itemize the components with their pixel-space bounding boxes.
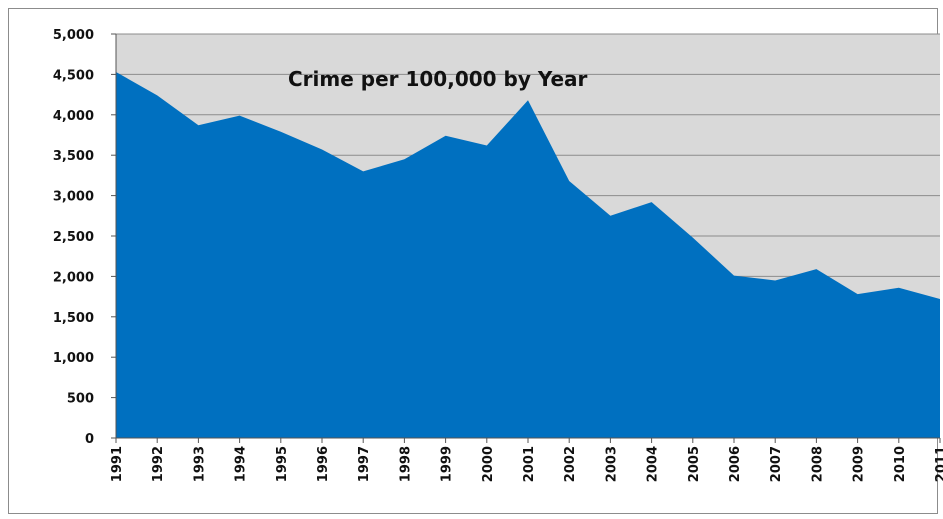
y-tick-label: 3,500 bbox=[53, 149, 94, 164]
x-tick-label: 2005 bbox=[687, 446, 702, 482]
x-tick-label: 1992 bbox=[151, 446, 166, 482]
x-tick-label: 2002 bbox=[563, 446, 578, 482]
x-axis-ticks: 1991 1992 1993 1994 1995 1996 1997 1998 1999 2000… bbox=[110, 438, 943, 482]
y-axis-ticks: 0 500 1,000 1,500 2,000 2,500 3,000 3,500 4,000 4… bbox=[53, 28, 116, 447]
y-tick-label: 2,000 bbox=[53, 270, 94, 285]
x-tick-label: 2000 bbox=[481, 446, 496, 482]
x-tick-label: 2010 bbox=[893, 446, 908, 482]
y-tick-label: 4,500 bbox=[53, 68, 94, 83]
x-tick-label: 1999 bbox=[440, 446, 455, 482]
x-tick-label: 1994 bbox=[234, 446, 249, 482]
chart-title: Crime per 100,000 by Year bbox=[288, 67, 588, 91]
x-tick-label: 2006 bbox=[728, 446, 743, 482]
y-tick-label: 5,000 bbox=[53, 28, 94, 43]
x-tick-label: 1991 bbox=[110, 446, 125, 482]
area-series bbox=[116, 71, 940, 438]
y-tick-label: 500 bbox=[67, 392, 94, 407]
y-tick-label: 1,000 bbox=[53, 351, 94, 366]
x-tick-label: 2007 bbox=[769, 446, 784, 482]
x-tick-label: 2004 bbox=[646, 446, 661, 482]
x-tick-label: 2008 bbox=[810, 446, 825, 482]
x-tick-label: 2001 bbox=[522, 446, 537, 482]
x-tick-label: 2011 bbox=[934, 446, 943, 482]
y-tick-label: 1,500 bbox=[53, 311, 94, 326]
y-tick-label: 0 bbox=[85, 432, 94, 447]
x-tick-label: 2009 bbox=[852, 446, 867, 482]
x-tick-label: 1997 bbox=[357, 446, 372, 482]
y-tick-label: 2,500 bbox=[53, 230, 94, 245]
y-tick-label: 3,000 bbox=[53, 190, 94, 205]
x-tick-label: 1996 bbox=[316, 446, 331, 482]
x-tick-label: 2003 bbox=[604, 446, 619, 482]
x-tick-label: 1993 bbox=[192, 446, 207, 482]
x-tick-label: 1995 bbox=[275, 446, 290, 482]
x-tick-label: 1998 bbox=[398, 446, 413, 482]
y-tick-label: 4,000 bbox=[53, 109, 94, 124]
